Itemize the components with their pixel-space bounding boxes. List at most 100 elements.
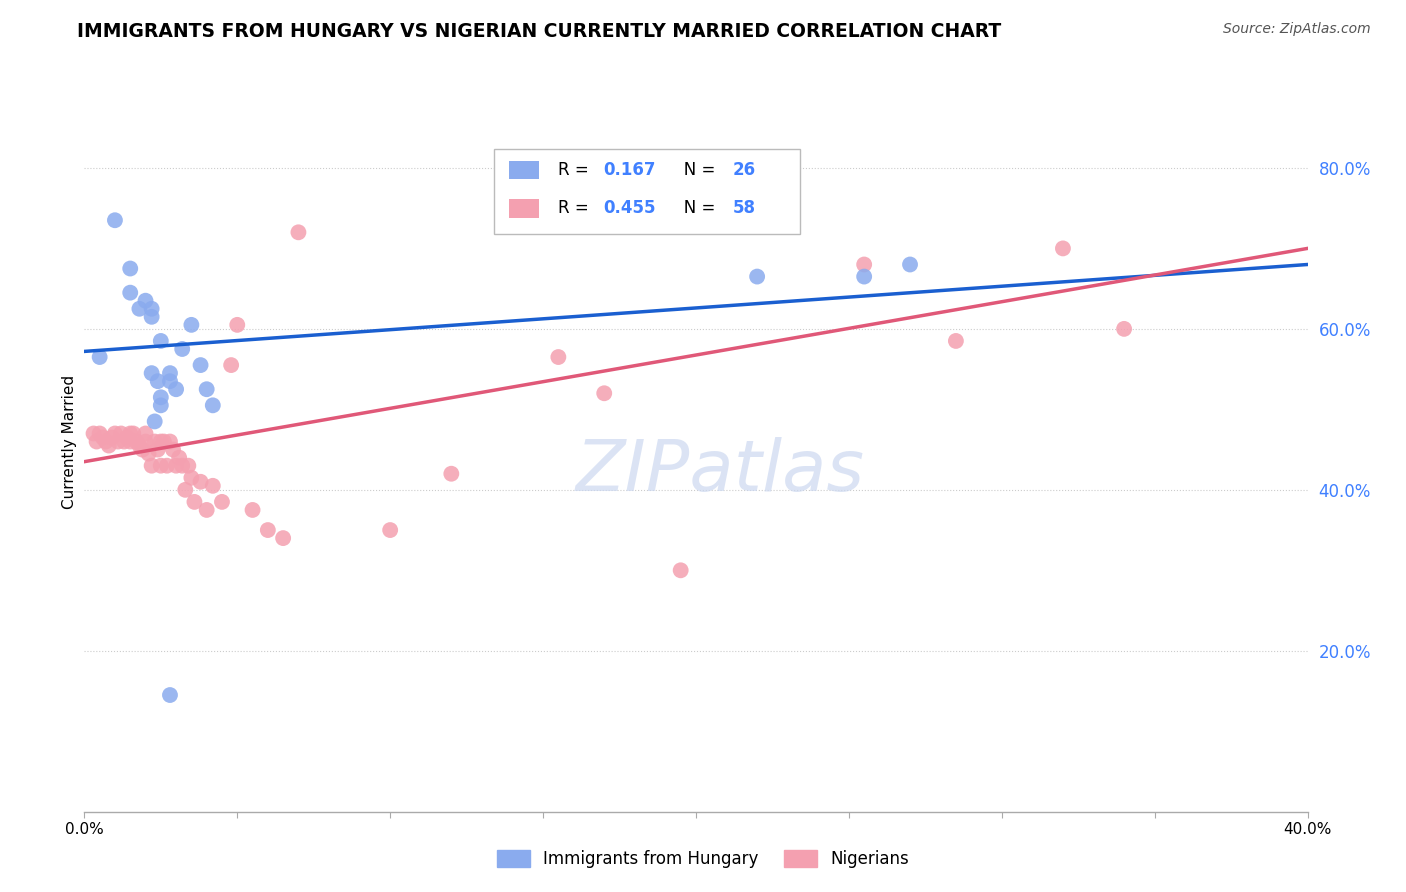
Point	[219, 358, 242, 372]
Point	[287, 225, 309, 239]
Point	[120, 285, 142, 300]
Point	[201, 398, 224, 412]
Point	[159, 366, 181, 380]
Text: N =: N =	[668, 199, 720, 218]
Point	[271, 531, 294, 545]
Point	[174, 483, 197, 497]
Point	[94, 434, 117, 449]
Text: R =: R =	[558, 199, 593, 218]
Point	[242, 503, 264, 517]
Point	[153, 434, 176, 449]
Point	[669, 563, 692, 577]
Point	[128, 439, 150, 453]
Point	[226, 318, 249, 332]
Point	[159, 434, 181, 449]
Point	[172, 458, 194, 473]
Y-axis label: Currently Married: Currently Married	[62, 375, 77, 508]
Point	[183, 495, 205, 509]
Point	[115, 430, 138, 444]
Point	[440, 467, 463, 481]
Point	[190, 358, 212, 372]
Point	[156, 458, 179, 473]
Point	[131, 442, 153, 457]
Point	[104, 426, 127, 441]
Point	[180, 318, 202, 332]
Point	[380, 523, 402, 537]
Point	[138, 447, 160, 461]
Point	[101, 430, 124, 444]
Point	[110, 426, 132, 441]
FancyBboxPatch shape	[494, 149, 800, 235]
Point	[141, 458, 163, 473]
Text: Source: ZipAtlas.com: Source: ZipAtlas.com	[1223, 22, 1371, 37]
Point	[97, 439, 120, 453]
Text: 0.455: 0.455	[603, 199, 655, 218]
Point	[107, 434, 129, 449]
Point	[1052, 241, 1074, 255]
Point	[143, 434, 166, 449]
Point	[547, 350, 569, 364]
Point	[853, 269, 876, 284]
Point	[149, 398, 172, 412]
Point	[211, 495, 233, 509]
Point	[853, 258, 876, 272]
Point	[135, 293, 157, 308]
FancyBboxPatch shape	[509, 161, 540, 179]
Point	[89, 426, 111, 441]
Point	[195, 382, 218, 396]
Point	[128, 301, 150, 316]
Point	[149, 390, 172, 404]
Text: ZIPatlas: ZIPatlas	[576, 437, 865, 506]
Point	[135, 434, 157, 449]
Text: IMMIGRANTS FROM HUNGARY VS NIGERIAN CURRENTLY MARRIED CORRELATION CHART: IMMIGRANTS FROM HUNGARY VS NIGERIAN CURR…	[77, 22, 1001, 41]
Point	[141, 301, 163, 316]
Point	[86, 434, 108, 449]
Point	[502, 193, 524, 207]
Point	[89, 350, 111, 364]
Point	[149, 458, 172, 473]
Point	[165, 382, 187, 396]
Point	[122, 426, 145, 441]
Point	[898, 258, 921, 272]
Point	[83, 426, 105, 441]
Point	[162, 442, 184, 457]
Point	[135, 426, 157, 441]
Text: 58: 58	[733, 199, 755, 218]
Point	[1114, 322, 1136, 336]
Point	[159, 688, 181, 702]
Point	[180, 471, 202, 485]
Point	[104, 213, 127, 227]
Point	[195, 503, 218, 517]
Point	[945, 334, 967, 348]
Point	[141, 310, 163, 324]
Legend: Immigrants from Hungary, Nigerians: Immigrants from Hungary, Nigerians	[491, 843, 915, 875]
Point	[143, 414, 166, 428]
Text: R =: R =	[558, 161, 593, 178]
Point	[91, 430, 114, 444]
Point	[201, 479, 224, 493]
Point	[593, 386, 616, 401]
Point	[747, 269, 769, 284]
Point	[120, 261, 142, 276]
Point	[257, 523, 280, 537]
Text: N =: N =	[668, 161, 720, 178]
Point	[146, 374, 169, 388]
Point	[177, 458, 200, 473]
Point	[167, 450, 190, 465]
Point	[146, 442, 169, 457]
Point	[149, 434, 172, 449]
Point	[190, 475, 212, 489]
Point	[120, 434, 142, 449]
Point	[125, 434, 148, 449]
Point	[120, 426, 142, 441]
Point	[747, 209, 769, 223]
Point	[141, 366, 163, 380]
Point	[172, 342, 194, 356]
Point	[165, 458, 187, 473]
Text: 26: 26	[733, 161, 756, 178]
FancyBboxPatch shape	[509, 199, 540, 218]
Point	[149, 334, 172, 348]
Point	[159, 374, 181, 388]
Text: 0.167: 0.167	[603, 161, 655, 178]
Point	[112, 434, 135, 449]
